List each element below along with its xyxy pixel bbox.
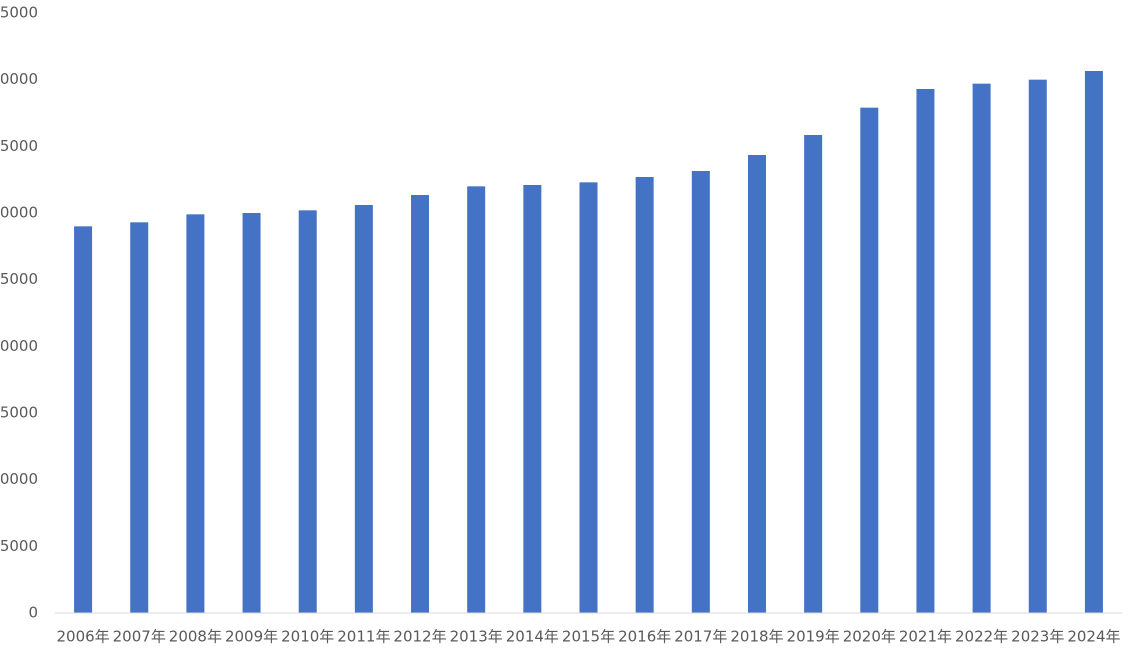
x-tick-label: 2015年 [562,628,615,646]
y-tick-label: 0 [28,604,38,622]
x-tick-label: 2019年 [787,628,840,646]
bar [804,135,823,613]
x-tick-label: 2010年 [281,628,334,646]
x-tick-label: 2013年 [450,628,503,646]
x-tick-label: 2014年 [506,628,559,646]
x-tick-label: 2023年 [1011,628,1064,646]
bar [523,185,542,613]
bar [1028,79,1047,613]
bar [747,155,766,613]
bar [467,186,486,614]
bar [74,226,93,614]
bar [972,83,991,613]
bar [579,182,598,614]
x-tick-label: 2007年 [113,628,166,646]
y-tick-label: 10000 [0,470,38,488]
x-tick-label: 2021年 [899,628,952,646]
y-tick-label: 20000 [0,337,38,355]
bar [186,214,205,614]
y-tick-label: 25000 [0,270,38,288]
x-tick-label: 2012年 [393,628,446,646]
bar [242,213,261,613]
x-tick-label: 2009年 [225,628,278,646]
bar [635,177,654,613]
bar [411,195,430,613]
x-tick-label: 2006年 [56,628,109,646]
x-tick-label: 2018年 [730,628,783,646]
y-tick-label: 5000 [0,537,38,555]
x-tick-label: 2008年 [169,628,222,646]
y-tick-label: 35000 [0,137,38,155]
y-tick-label: 40000 [0,70,38,88]
bar [1084,71,1103,613]
y-tick-label: 45000 [0,4,38,22]
bar [130,222,149,614]
x-tick-label: 2022年 [955,628,1008,646]
bar [298,210,317,614]
y-tick-label: 15000 [0,404,38,422]
x-tick-label: 2016年 [618,628,671,646]
bar [354,205,373,613]
bar [916,89,935,613]
bar [691,171,710,613]
bar [860,107,879,614]
x-tick-label: 2011年 [337,628,390,646]
x-tick-label: 2024年 [1067,628,1120,646]
x-tick-label: 2017年 [674,628,727,646]
y-tick-label: 30000 [0,204,38,222]
x-tick-label: 2020年 [843,628,896,646]
